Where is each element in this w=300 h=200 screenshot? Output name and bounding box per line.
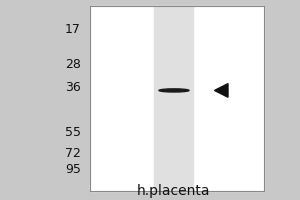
Text: 36: 36 <box>65 81 81 94</box>
Text: h.placenta: h.placenta <box>137 184 211 198</box>
Text: 28: 28 <box>65 58 81 71</box>
Text: 95: 95 <box>65 163 81 176</box>
Ellipse shape <box>159 89 189 92</box>
Text: 55: 55 <box>65 126 81 139</box>
Bar <box>90 6 264 191</box>
Text: 72: 72 <box>65 147 81 160</box>
Bar <box>154 6 194 191</box>
Polygon shape <box>214 84 228 97</box>
Text: 17: 17 <box>65 23 81 36</box>
